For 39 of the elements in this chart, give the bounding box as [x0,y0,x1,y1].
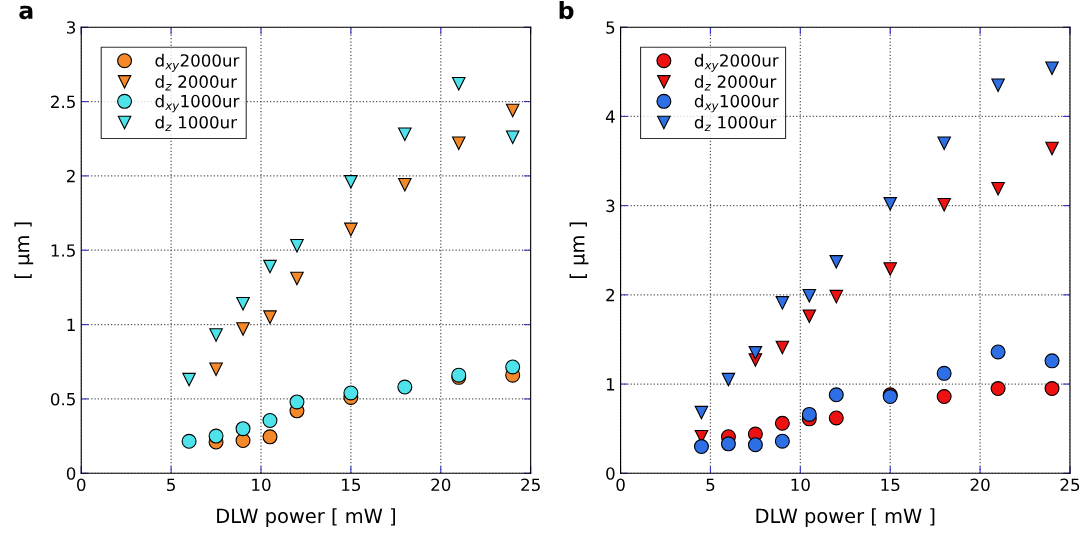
legend-label: d$_{z}$ 1000ur [155,115,237,132]
y-tick-label: 0 [66,467,76,480]
legend-label: d$_{xy}$2000ur [155,53,240,72]
x-tick-label: 5 [706,478,715,492]
chart-title: b [559,0,574,20]
x-axis-title: DLW power [ mW ] [217,508,395,527]
y-tick-label: 1.5 [51,244,75,257]
x-tick-label: 0 [77,478,86,492]
x-tick-label: 20 [970,478,990,492]
legend-label: d$_{xy}$1000ur [155,94,240,113]
y-tick-label: 1 [67,318,75,331]
x-axis-title: DLW power [ mW ] [756,508,935,527]
y-tick-label: 4 [605,110,615,123]
y-tick-label: 2.5 [51,95,75,109]
legend-label: d$_{z}$ 2000ur [155,75,237,91]
y-tick-label: 0 [606,467,615,480]
y-axis-title: [ μm ] [569,222,589,278]
y-tick-label: 3 [606,199,615,213]
y-tick-label: 2 [66,169,75,183]
legend-label: d$_{xy}$2000ur [694,53,779,72]
y-tick-label: 0.5 [50,392,75,406]
y-tick-label: 1 [606,378,615,391]
legend-label: d$_{z}$ 1000ur [694,115,777,132]
x-tick-label: 15 [342,478,361,492]
x-tick-label: 15 [881,478,900,492]
y-axis-title: [ μm ] [14,222,34,278]
x-tick-label: 5 [167,478,175,492]
x-tick-label: 25 [521,478,540,492]
x-tick-label: 10 [791,478,810,492]
x-tick-label: 20 [431,478,451,492]
x-tick-label: 25 [1060,478,1080,492]
chart-title: a [19,5,33,20]
legend-label: d$_{xy}$1000ur [694,94,779,113]
legend-label: d$_{z}$ 2000ur [694,75,777,91]
x-tick-label: 10 [252,478,271,492]
y-tick-label: 3 [67,21,76,34]
y-tick-label: 2 [606,288,615,302]
y-tick-label: 5 [606,21,615,34]
x-tick-label: 0 [616,478,625,492]
